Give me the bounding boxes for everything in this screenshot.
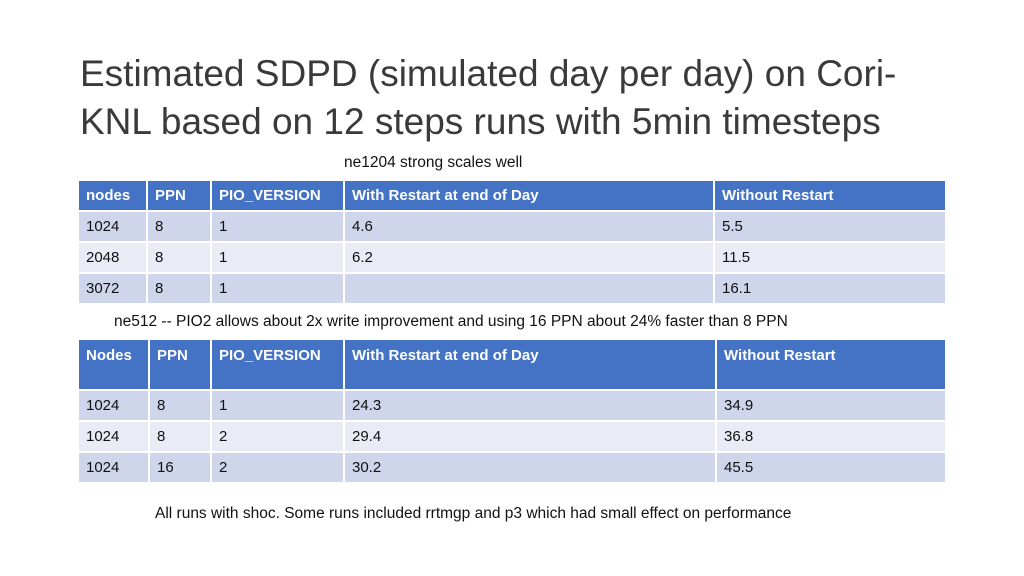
cell-nodes: 1024 — [79, 212, 148, 243]
sdpd-table-ne512: Nodes PPN PIO_VERSION With Restart at en… — [79, 340, 945, 484]
cell-ppn: 8 — [150, 391, 212, 422]
table-row: 1024 16 2 30.2 45.5 — [79, 453, 945, 484]
table2-caption: ne512 -- PIO2 allows about 2x write impr… — [114, 313, 788, 330]
column-header-nodes: nodes — [79, 181, 148, 212]
cell-pio-version: 2 — [212, 422, 345, 453]
table-row: 1024 8 1 4.6 5.5 — [79, 212, 945, 243]
cell-ppn: 16 — [150, 453, 212, 484]
cell-without-restart: 11.5 — [715, 243, 945, 274]
cell-nodes: 1024 — [79, 391, 150, 422]
column-header-ppn: PPN — [150, 340, 212, 391]
cell-ppn: 8 — [150, 422, 212, 453]
sdpd-table-ne1204: nodes PPN PIO_VERSION With Restart at en… — [79, 181, 945, 305]
column-header-ppn: PPN — [148, 181, 212, 212]
cell-with-restart: 29.4 — [345, 422, 717, 453]
cell-nodes: 1024 — [79, 422, 150, 453]
cell-pio-version: 2 — [212, 453, 345, 484]
column-header-with-restart: With Restart at end of Day — [345, 340, 717, 391]
table-row: 2048 8 1 6.2 11.5 — [79, 243, 945, 274]
table-row: 1024 8 2 29.4 36.8 — [79, 422, 945, 453]
cell-without-restart: 36.8 — [717, 422, 945, 453]
cell-nodes: 1024 — [79, 453, 150, 484]
column-header-without-restart: Without Restart — [717, 340, 945, 391]
cell-with-restart: 30.2 — [345, 453, 717, 484]
table1-caption: ne1204 strong scales well — [344, 154, 523, 171]
cell-with-restart: 4.6 — [345, 212, 715, 243]
cell-nodes: 2048 — [79, 243, 148, 274]
slide-title: Estimated SDPD (simulated day per day) o… — [80, 53, 897, 142]
cell-without-restart: 45.5 — [717, 453, 945, 484]
cell-without-restart: 16.1 — [715, 274, 945, 305]
table-header-row: nodes PPN PIO_VERSION With Restart at en… — [79, 181, 945, 212]
table-row: 3072 8 1 16.1 — [79, 274, 945, 305]
cell-with-restart — [345, 274, 715, 305]
cell-pio-version: 1 — [212, 391, 345, 422]
cell-with-restart: 6.2 — [345, 243, 715, 274]
cell-without-restart: 5.5 — [715, 212, 945, 243]
column-header-pio-version: PIO_VERSION — [212, 181, 345, 212]
cell-pio-version: 1 — [212, 243, 345, 274]
footnote: All runs with shoc. Some runs included r… — [155, 505, 792, 522]
cell-nodes: 3072 — [79, 274, 148, 305]
column-header-without-restart: Without Restart — [715, 181, 945, 212]
cell-ppn: 8 — [148, 243, 212, 274]
table-row: 1024 8 1 24.3 34.9 — [79, 391, 945, 422]
column-header-nodes: Nodes — [79, 340, 150, 391]
table-header-row: Nodes PPN PIO_VERSION With Restart at en… — [79, 340, 945, 391]
cell-ppn: 8 — [148, 274, 212, 305]
column-header-with-restart: With Restart at end of Day — [345, 181, 715, 212]
column-header-pio-version: PIO_VERSION — [212, 340, 345, 391]
cell-ppn: 8 — [148, 212, 212, 243]
cell-pio-version: 1 — [212, 212, 345, 243]
cell-with-restart: 24.3 — [345, 391, 717, 422]
cell-pio-version: 1 — [212, 274, 345, 305]
cell-without-restart: 34.9 — [717, 391, 945, 422]
